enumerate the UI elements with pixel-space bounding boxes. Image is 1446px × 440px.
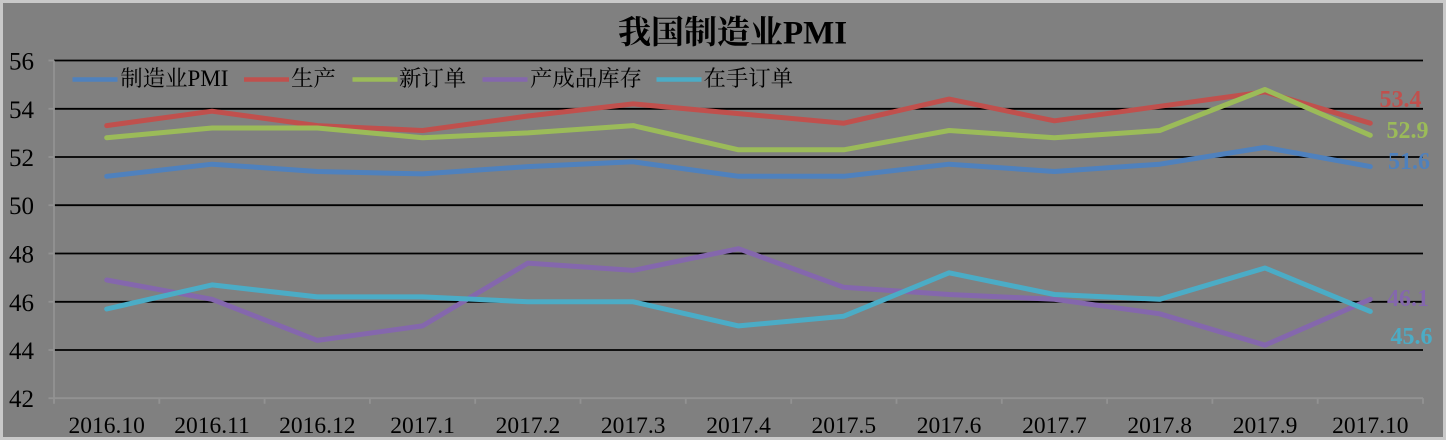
svg-text:PMI: PMI [783, 16, 847, 52]
svg-text:2017.9: 2017.9 [1233, 413, 1298, 439]
svg-text:56: 56 [9, 49, 34, 76]
svg-text:45.6: 45.6 [1391, 324, 1433, 350]
svg-text:54: 54 [9, 97, 35, 124]
svg-text:2017.8: 2017.8 [1127, 413, 1192, 439]
svg-text:48: 48 [9, 242, 34, 269]
svg-text:2016.11: 2016.11 [174, 413, 250, 439]
svg-text:2016.12: 2016.12 [279, 413, 355, 439]
svg-text:PMI: PMI [188, 66, 229, 91]
svg-text:2017.3: 2017.3 [601, 413, 666, 439]
svg-text:52.9: 52.9 [1387, 118, 1429, 144]
svg-text:53.4: 53.4 [1380, 87, 1422, 113]
svg-text:46: 46 [9, 290, 34, 317]
svg-text:52: 52 [9, 145, 34, 172]
svg-text:2017.10: 2017.10 [1332, 413, 1408, 439]
svg-text:44: 44 [9, 338, 35, 365]
svg-text:46.1: 46.1 [1387, 286, 1429, 312]
svg-text:2017.7: 2017.7 [1022, 413, 1087, 439]
svg-text:51.6: 51.6 [1388, 149, 1430, 175]
svg-text:42: 42 [9, 386, 34, 413]
svg-text:2017.1: 2017.1 [390, 413, 455, 439]
svg-text:2017.6: 2017.6 [917, 413, 982, 439]
svg-text:2017.5: 2017.5 [811, 413, 876, 439]
svg-text:2016.10: 2016.10 [69, 413, 145, 439]
svg-text:2017.2: 2017.2 [496, 413, 561, 439]
svg-text:50: 50 [9, 193, 34, 220]
svg-text:2017.4: 2017.4 [706, 413, 771, 439]
